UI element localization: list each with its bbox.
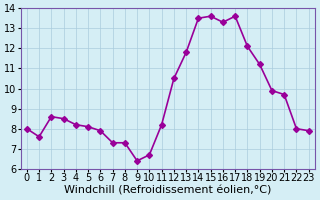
X-axis label: Windchill (Refroidissement éolien,°C): Windchill (Refroidissement éolien,°C): [64, 186, 271, 196]
